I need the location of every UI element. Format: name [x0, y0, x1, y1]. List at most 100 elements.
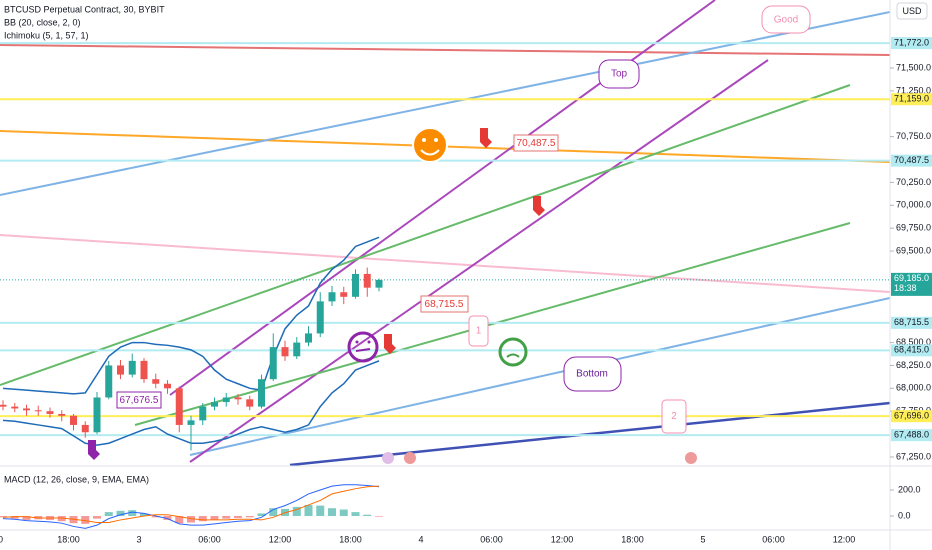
candle-body — [234, 397, 242, 400]
candle-body — [164, 383, 171, 389]
candle-body — [305, 333, 312, 343]
macd-histogram-bar — [57, 516, 66, 522]
macd-histogram-bar — [222, 516, 231, 519]
candle-body — [222, 397, 230, 403]
candle-body — [128, 360, 136, 375]
candle-body — [316, 301, 324, 334]
y-tick-label: 71,250.0 — [896, 85, 931, 95]
level-label-bg — [891, 344, 932, 357]
x-tick-label: 18:00 — [57, 534, 80, 544]
candle-body — [340, 292, 348, 297]
macd-histogram-bar — [210, 516, 219, 520]
indicator-label: MACD (12, 26, close, 9, EMA, EMA) — [4, 474, 149, 484]
annotation: 1 — [476, 326, 482, 337]
level-label-bg — [891, 316, 932, 329]
macd-histogram-bar — [140, 513, 148, 517]
macd-histogram-bar — [328, 508, 336, 517]
y-tick-label: 69,500.0 — [896, 245, 931, 255]
candle-body — [269, 347, 277, 380]
macd-histogram-bar — [198, 516, 207, 522]
currency: USD — [902, 6, 922, 16]
x-tick-label: 4 — [418, 534, 423, 544]
y-tick-label: 70,250.0 — [896, 177, 931, 187]
indicator-label: Ichimoku (5, 1, 57, 1) — [4, 30, 89, 40]
candle-body — [11, 406, 19, 409]
annotation: Top — [611, 69, 628, 80]
trend-line — [189, 297, 891, 456]
macd-histogram-bar — [292, 506, 301, 517]
level-label: 68,715.5 — [894, 317, 929, 327]
candle-body — [293, 342, 301, 357]
level-label: 67,696.0 — [894, 411, 929, 421]
symbol-title: BTCUSD Perpetual Contract, 30, BYBIT — [4, 4, 165, 14]
x-tick-label: 3 — [136, 534, 141, 544]
y-tick-label: 68,250.0 — [896, 360, 931, 370]
trend-line — [169, 0, 716, 396]
candle-body — [58, 413, 66, 416]
macd-histogram-bar — [0, 516, 7, 518]
candle-body — [105, 365, 113, 398]
macd-histogram-bar — [245, 516, 254, 518]
y-tick-label: 69,750.0 — [896, 223, 931, 233]
level-label-bg — [891, 93, 932, 106]
macd-tick-label: 0.0 — [898, 510, 911, 520]
annotation: 70,487.5 — [517, 138, 556, 149]
y-tick-label: 70,750.0 — [896, 131, 931, 141]
macd-histogram-bar — [339, 509, 348, 517]
macd-histogram-bar — [151, 516, 160, 518]
x-tick-label: 12:00 — [833, 534, 856, 544]
candle-body — [281, 347, 289, 357]
candle-body — [328, 292, 336, 302]
macd-histogram-bar — [234, 516, 242, 518]
candle-body — [199, 406, 207, 421]
level-label: 71,159.0 — [894, 94, 929, 104]
candle-body — [258, 379, 265, 407]
last-price-bg — [891, 272, 932, 296]
annotation: Good — [774, 15, 798, 26]
x-tick-label: 00 — [0, 534, 3, 544]
macd-histogram-bar — [81, 516, 90, 524]
trend-line — [0, 234, 891, 293]
trend-line — [0, 84, 851, 386]
trend-line — [189, 59, 769, 463]
x-tick-label: 18:00 — [339, 534, 362, 544]
countdown: 18:38 — [894, 283, 917, 293]
annotation: 67,676.5 — [120, 395, 159, 406]
x-tick-label: 12:00 — [551, 534, 574, 544]
macd-histogram-bar — [163, 516, 172, 520]
candle-body — [0, 404, 7, 407]
candle-body — [246, 399, 254, 407]
candle-body — [363, 273, 371, 288]
macd-histogram-bar — [22, 516, 31, 520]
candle-body — [46, 411, 54, 414]
trend-line — [0, 44, 891, 56]
macd-pane: 200.0 0.0 — [0, 484, 921, 529]
trend-line — [134, 222, 851, 426]
candle-body — [352, 273, 359, 297]
macd-histogram-bar — [375, 516, 383, 517]
macd-histogram-bar — [10, 516, 19, 519]
y-tick-label: 68,000.0 — [896, 383, 931, 393]
macd-histogram-bar — [269, 508, 278, 517]
axes: 71,500.0 71,250.0 70,750.0 70,250.0 70,000.0… — [0, 37, 932, 544]
candle-body — [175, 388, 183, 425]
level-label-bg — [891, 410, 932, 423]
level-label-bg — [891, 154, 932, 167]
candle-body — [152, 379, 160, 384]
macd-histogram-bar — [128, 510, 137, 517]
macd-histogram-bar — [304, 504, 313, 517]
macd-histogram-bar — [175, 516, 184, 524]
last-price-label: 69,185.0 — [894, 273, 929, 283]
macd-histogram-bar — [187, 516, 195, 523]
emoji — [88, 127, 697, 464]
annotation: Bottom — [576, 369, 608, 380]
y-tick-label: 70,000.0 — [896, 200, 931, 210]
currency-button[interactable] — [896, 2, 928, 20]
annotation: 2 — [671, 411, 677, 422]
y-tick-label: 67,250.0 — [896, 451, 931, 461]
candle-body — [211, 402, 218, 407]
macd-tick-label: 200.0 — [898, 484, 921, 494]
candles — [0, 267, 383, 451]
